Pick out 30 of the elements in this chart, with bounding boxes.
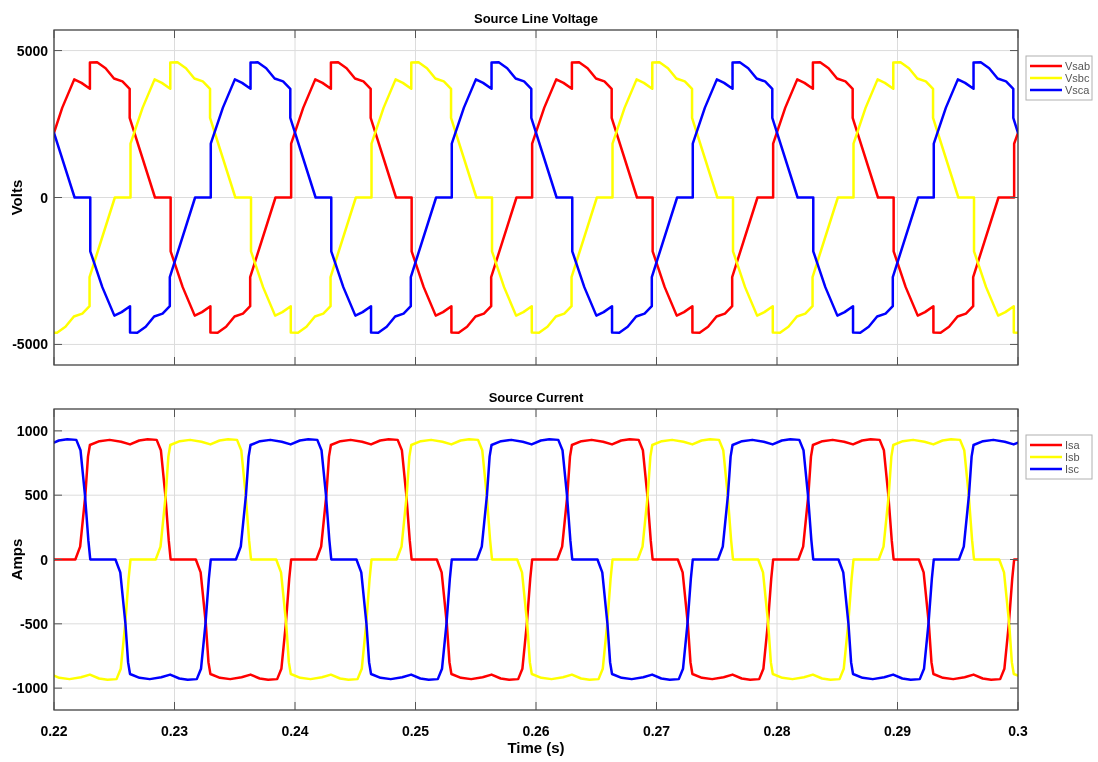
line-series — [54, 61, 1018, 334]
line-series — [54, 437, 1018, 682]
y-tick-label: 500 — [24, 487, 49, 504]
y-axis-title: Amps — [8, 538, 25, 581]
x-tick-label: 0.3 — [1008, 723, 1028, 739]
legend-label: Isc — [1065, 463, 1080, 475]
x-tick-label: 0.29 — [883, 723, 912, 739]
legend-label: Vsab — [1065, 60, 1091, 72]
x-tick-label: 0.28 — [763, 723, 791, 739]
legend-label: Vsbc — [1065, 72, 1090, 84]
x-tick-label: 0.25 — [401, 723, 430, 739]
x-tick-label: 0.26 — [522, 723, 550, 739]
y-axis-title: Volts — [8, 179, 25, 216]
x-tick-label: 0.22 — [40, 723, 68, 739]
chart-title: Source Line Voltage — [473, 11, 599, 26]
x-tick-label: 0.24 — [281, 723, 309, 739]
x-tick-label: 0.23 — [160, 723, 189, 739]
x-axis-title: Time (s) — [507, 739, 565, 756]
y-tick-label: -1000 — [12, 680, 49, 697]
y-tick-label: 5000 — [16, 42, 49, 59]
y-tick-label: -5000 — [12, 336, 49, 353]
chart-title: Source Current — [488, 390, 584, 405]
y-tick-label: 0 — [40, 189, 49, 206]
x-tick-label: 0.27 — [642, 723, 671, 739]
y-tick-label: 0 — [40, 551, 49, 568]
y-tick-label: -500 — [19, 615, 49, 632]
legend-label: Isa — [1065, 439, 1081, 451]
y-tick-label: 1000 — [16, 422, 49, 439]
legend-label: Vsca — [1065, 84, 1091, 96]
legend-label: Isb — [1065, 451, 1080, 463]
